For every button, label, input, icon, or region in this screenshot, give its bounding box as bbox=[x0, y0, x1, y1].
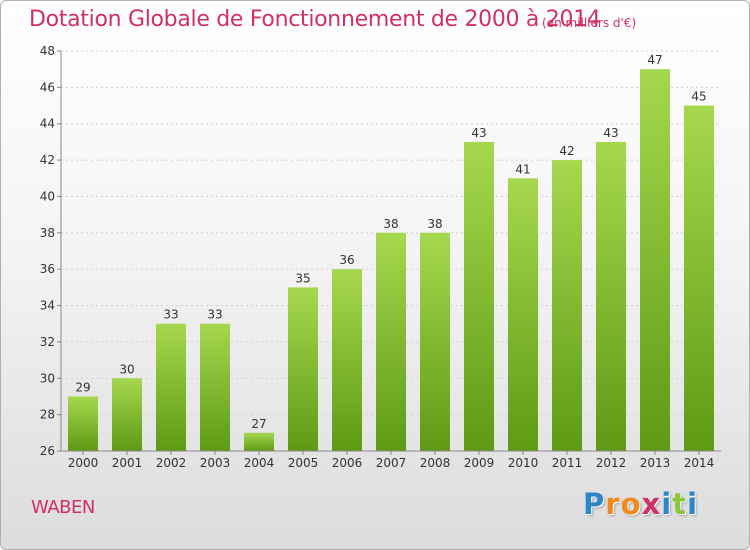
logo-letter: i bbox=[661, 487, 673, 521]
x-tick-label: 2003 bbox=[200, 456, 231, 470]
chart-unit-subtitle: (en milliers d'€) bbox=[542, 16, 637, 30]
data-label: 47 bbox=[647, 53, 662, 67]
y-tick-label: 30 bbox=[40, 371, 55, 385]
y-tick-label: 46 bbox=[40, 80, 55, 94]
x-tick-label: 2009 bbox=[464, 456, 495, 470]
data-label: 43 bbox=[603, 126, 618, 140]
data-label: 35 bbox=[295, 271, 310, 285]
bar bbox=[68, 396, 98, 451]
x-tick-label: 2004 bbox=[244, 456, 275, 470]
y-tick-label: 40 bbox=[40, 189, 55, 203]
bar bbox=[244, 432, 274, 451]
data-label: 42 bbox=[559, 144, 574, 158]
x-tick-label: 2014 bbox=[684, 456, 715, 470]
bar bbox=[640, 69, 670, 451]
x-tick-label: 2010 bbox=[508, 456, 539, 470]
y-tick-label: 34 bbox=[40, 299, 55, 313]
data-label: 41 bbox=[515, 162, 530, 176]
commune-name: WABEN bbox=[31, 497, 95, 518]
x-tick-label: 2001 bbox=[112, 456, 143, 470]
data-label: 38 bbox=[383, 217, 398, 231]
x-tick-label: 2000 bbox=[68, 456, 99, 470]
bar bbox=[508, 178, 538, 452]
y-tick-label: 48 bbox=[40, 44, 55, 58]
bar bbox=[112, 378, 142, 451]
logo-letter: o bbox=[620, 487, 642, 521]
bar bbox=[464, 141, 494, 451]
logo-letter: x bbox=[641, 487, 662, 521]
x-tick-label: 2013 bbox=[640, 456, 671, 470]
x-tick-label: 2007 bbox=[376, 456, 407, 470]
x-tick-label: 2008 bbox=[420, 456, 451, 470]
y-tick-label: 38 bbox=[40, 226, 55, 240]
data-label: 27 bbox=[251, 417, 266, 431]
y-tick-label: 28 bbox=[40, 408, 55, 422]
logo-letter: P bbox=[583, 487, 606, 521]
proxiti-logo: Proxiti bbox=[583, 487, 698, 521]
data-label: 29 bbox=[75, 380, 90, 394]
logo-letter: i bbox=[687, 487, 699, 521]
x-tick-label: 2002 bbox=[156, 456, 187, 470]
bar bbox=[332, 269, 362, 451]
bar bbox=[552, 160, 582, 451]
data-label: 43 bbox=[471, 126, 486, 140]
y-tick-label: 42 bbox=[40, 153, 55, 167]
bar bbox=[376, 232, 406, 451]
bar bbox=[596, 141, 626, 451]
x-tick-label: 2006 bbox=[332, 456, 363, 470]
bar bbox=[420, 232, 450, 451]
bar bbox=[684, 105, 714, 451]
x-tick-label: 2005 bbox=[288, 456, 319, 470]
data-label: 36 bbox=[339, 253, 354, 267]
x-tick-label: 2011 bbox=[552, 456, 583, 470]
data-label: 45 bbox=[691, 90, 706, 104]
bar bbox=[288, 287, 318, 451]
data-label: 33 bbox=[207, 308, 222, 322]
y-tick-label: 44 bbox=[40, 117, 55, 131]
logo-letter: r bbox=[605, 487, 621, 521]
x-tick-label: 2012 bbox=[596, 456, 627, 470]
logo-letter: t bbox=[672, 487, 688, 521]
data-label: 30 bbox=[119, 362, 134, 376]
y-tick-label: 32 bbox=[40, 335, 55, 349]
bar bbox=[156, 323, 186, 451]
data-label: 38 bbox=[427, 217, 442, 231]
y-tick-label: 26 bbox=[40, 444, 55, 458]
bar bbox=[200, 323, 230, 451]
y-tick-label: 36 bbox=[40, 262, 55, 276]
data-label: 33 bbox=[163, 308, 178, 322]
chart-title: Dotation Globale de Fonctionnement de 20… bbox=[29, 7, 601, 32]
